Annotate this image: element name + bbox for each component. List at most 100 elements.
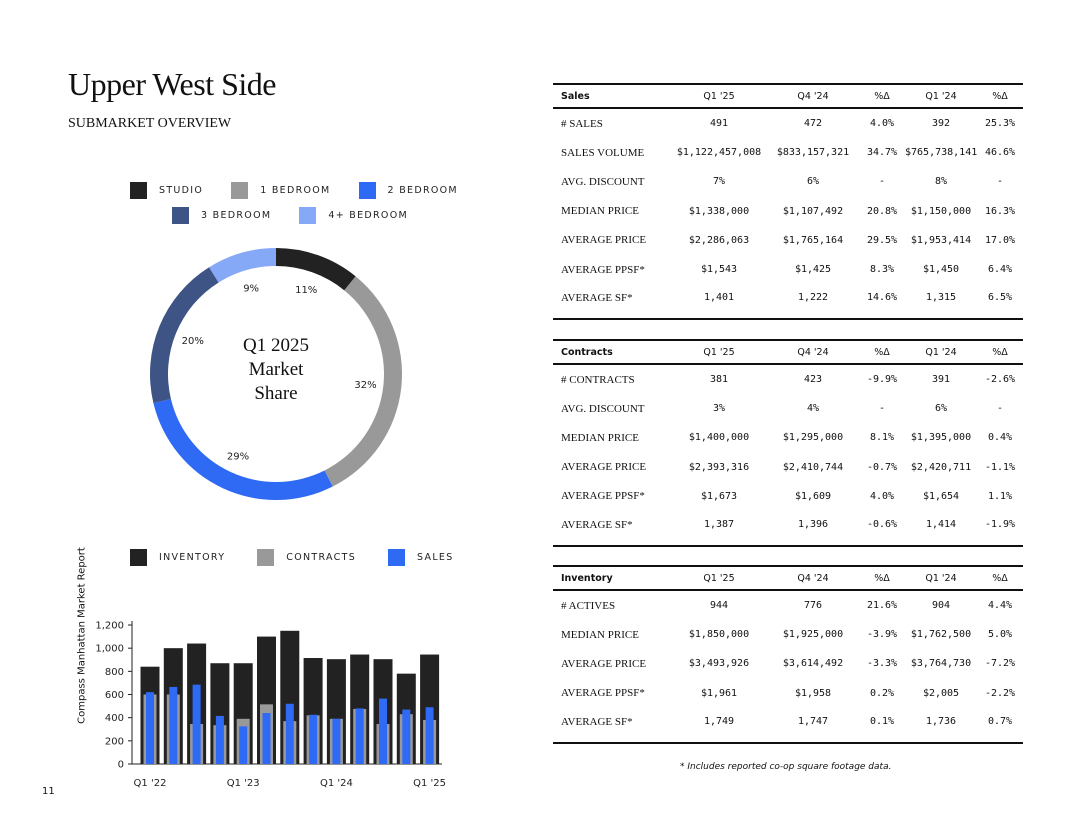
table-row: # ACTIVES 944 776 21.6% 904 4.4% [553, 591, 1023, 620]
cell-value: 14.6% [866, 292, 898, 304]
cell-value: - [996, 403, 1004, 415]
cell-value: $1,673 [700, 490, 738, 502]
cell-value: $3,764,730 [910, 658, 972, 670]
donut-slice-studio [276, 248, 356, 291]
cell-value: 46.6% [984, 147, 1016, 159]
cell-value: 6% [806, 176, 820, 188]
header-cell: Q1 '24 [925, 572, 957, 584]
cell-value: -0.7% [866, 461, 898, 473]
y-tick-label: 1,200 [95, 621, 124, 632]
legend-label: INVENTORY [159, 552, 226, 563]
row-label: AVERAGE PRICE [561, 657, 647, 670]
cell-value: 7% [712, 176, 726, 188]
bar-sales [285, 703, 294, 764]
y-tick-label: 600 [105, 690, 124, 701]
donut-legend: STUDIO 1 BEDROOM 2 BEDROOM 3 BEDROOM 4+ … [130, 182, 486, 224]
table-row: AVERAGE PRICE $3,493,926 $3,614,492 -3.3% $3… [553, 649, 1023, 678]
bar-sales [146, 692, 154, 764]
cell-value: -0.6% [866, 518, 898, 530]
legend-label: SALES [417, 552, 454, 563]
cell-value: 491 [709, 118, 729, 130]
header-cell: Contracts [561, 346, 613, 358]
cell-value: $1,958 [794, 687, 832, 699]
row-label: AVERAGE SF* [561, 292, 633, 305]
bar-chart: 0 200 400 600 800 1,000 1,200 Q1 '22 Q1 '23 Q1 '2… [95, 621, 446, 790]
row-label: AVERAGE PRICE [561, 234, 647, 247]
cell-value: $1,543 [700, 264, 738, 276]
cell-value: $1,765,164 [782, 234, 844, 246]
legend-item-inventory: INVENTORY [130, 549, 225, 566]
header-cell: Q4 '24 [797, 346, 829, 358]
cell-value: 3% [712, 403, 726, 415]
cell-value: 776 [803, 600, 823, 612]
table-row: MEDIAN PRICE $1,338,000 $1,107,492 20.8% $1,… [553, 197, 1023, 226]
cell-value: 4% [806, 403, 820, 415]
cell-value: 8.1% [869, 432, 895, 444]
row-label: # CONTRACTS [561, 373, 635, 386]
header-cell: Q1 '25 [703, 90, 735, 102]
donut-slice-label: 20% [182, 336, 204, 347]
cell-value: 1,387 [703, 518, 735, 530]
cell-value: $1,150,000 [910, 205, 972, 217]
row-label: AVG. DISCOUNT [561, 175, 645, 188]
cell-value: $1,425 [794, 264, 832, 276]
legend-swatch [358, 182, 376, 199]
table-row: # CONTRACTS 381 423 -9.9% 391 -2.6% [553, 365, 1023, 394]
cell-value: - [878, 403, 886, 415]
page-title: Upper West Side [68, 66, 276, 102]
legend-label: STUDIO [159, 185, 204, 196]
donut-slice-3-bedroom [150, 267, 219, 404]
table-row: SALES VOLUME $1,122,457,008 $833,157,321 34… [553, 138, 1023, 167]
legend-swatch [299, 207, 317, 224]
donut-slice-2-bedroom [153, 398, 333, 500]
cell-value: $1,122,457,008 [676, 147, 762, 159]
cell-value: 6.4% [987, 264, 1013, 276]
x-tick-label: Q1 '22 [134, 778, 167, 789]
row-label: AVERAGE PPSF* [561, 490, 645, 503]
cell-value: 1.1% [987, 490, 1013, 502]
cell-value: 1,749 [703, 715, 735, 727]
cell-value: $2,393,316 [688, 461, 750, 473]
table-row: AVERAGE SF* 1,387 1,396 -0.6% 1,414 -1.9% [553, 511, 1023, 547]
cell-value: 4.0% [869, 118, 895, 130]
bar-sales [355, 708, 364, 764]
cell-value: - [878, 176, 886, 188]
bar-sales [262, 713, 271, 764]
footnote: * Includes reported co-op square footage… [680, 762, 892, 772]
cell-value: $765,738,141 [905, 147, 978, 159]
cell-value: $3,493,926 [688, 658, 750, 670]
table-row: AVERAGE PPSF* $1,673 $1,609 4.0% $1,654 1.1% [553, 482, 1023, 511]
table-row: AVERAGE PRICE $2,393,316 $2,410,744 -0.7% $2… [553, 453, 1023, 482]
legend-label: 2 BEDROOM [387, 185, 458, 196]
y-tick-label: 200 [105, 736, 124, 747]
header-cell: Q4 '24 [797, 572, 829, 584]
row-label: AVERAGE PPSF* [561, 263, 645, 276]
cell-value: 4.0% [869, 490, 895, 502]
legend-item-contracts: CONTRACTS [257, 549, 356, 566]
cell-value: 392 [931, 118, 951, 130]
header-cell: Sales [561, 90, 590, 102]
cell-value: $1,107,492 [782, 205, 844, 217]
row-label: AVERAGE SF* [561, 715, 633, 728]
bar-sales [425, 707, 434, 764]
table-header: Inventory Q1 '25 Q4 '24 %Δ Q1 '24 %Δ [553, 565, 1023, 591]
legend-label: 4+ BEDROOM [328, 210, 408, 221]
cell-value: 25.3% [984, 118, 1016, 130]
legend-item-3-bedroom: 3 BEDROOM [172, 207, 271, 224]
cell-value: 6.5% [987, 292, 1013, 304]
cell-value: $1,953,414 [910, 234, 972, 246]
cell-value: 1,414 [925, 518, 957, 530]
cell-value: 0.1% [869, 715, 895, 727]
cell-value: 1,736 [925, 715, 957, 727]
cell-value: $1,762,500 [910, 629, 972, 641]
bar-sales [309, 714, 318, 764]
donut-slice-4-bedroom [209, 248, 276, 283]
cell-value: $2,410,744 [782, 461, 844, 473]
row-label: SALES VOLUME [561, 146, 645, 159]
cell-value: -1.1% [984, 461, 1016, 473]
sales-table: Sales Q1 '25 Q4 '24 %Δ Q1 '24 %Δ # SALES 491 472… [553, 83, 1023, 321]
legend-label: CONTRACTS [286, 552, 357, 563]
cell-value: 1,315 [925, 292, 957, 304]
row-label: MEDIAN PRICE [561, 205, 639, 218]
donut-slice-1-bedroom [324, 276, 402, 487]
